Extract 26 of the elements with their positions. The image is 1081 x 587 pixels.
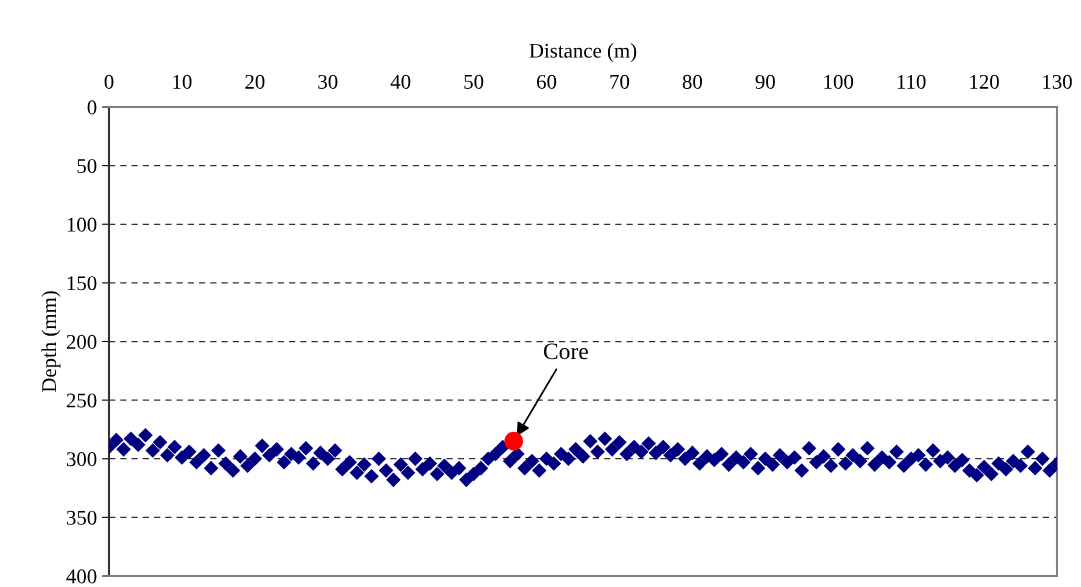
x-tick-label: 80 bbox=[682, 74, 703, 89]
y-tick-label: 100 bbox=[67, 217, 97, 232]
annotation: Core bbox=[543, 343, 588, 360]
x-tick-label: 100 bbox=[824, 74, 854, 89]
x-tick-label: 30 bbox=[318, 74, 338, 89]
y-tick-label: 150 bbox=[67, 276, 97, 291]
y-tick-label: 50 bbox=[77, 159, 97, 174]
x-tick-label: 70 bbox=[610, 74, 630, 89]
x-tick-label: 130 bbox=[1043, 74, 1072, 89]
x-tick-label: 50 bbox=[464, 74, 484, 89]
x-tick-label: 20 bbox=[245, 74, 265, 89]
x-tick-label: 0 bbox=[104, 74, 114, 89]
x-tick-label: 120 bbox=[970, 74, 999, 89]
x-tick-label: 90 bbox=[755, 74, 775, 89]
y-tick-label: 350 bbox=[66, 510, 97, 525]
y-tick-label: 250 bbox=[66, 393, 97, 408]
y-axis-title: Depth (mm) bbox=[41, 291, 61, 393]
y-tick-label: 400 bbox=[66, 569, 97, 584]
x-tick-label: 110 bbox=[897, 74, 926, 89]
x-tick-label: 10 bbox=[173, 74, 192, 89]
x-tick-label: 40 bbox=[390, 74, 411, 89]
y-tick-label: 300 bbox=[66, 452, 97, 467]
x-axis-title: Distance (m) bbox=[529, 43, 637, 62]
y-tick-label: 0 bbox=[87, 100, 97, 115]
y-tick-label: 200 bbox=[66, 334, 97, 349]
x-tick-label: 60 bbox=[537, 74, 557, 89]
